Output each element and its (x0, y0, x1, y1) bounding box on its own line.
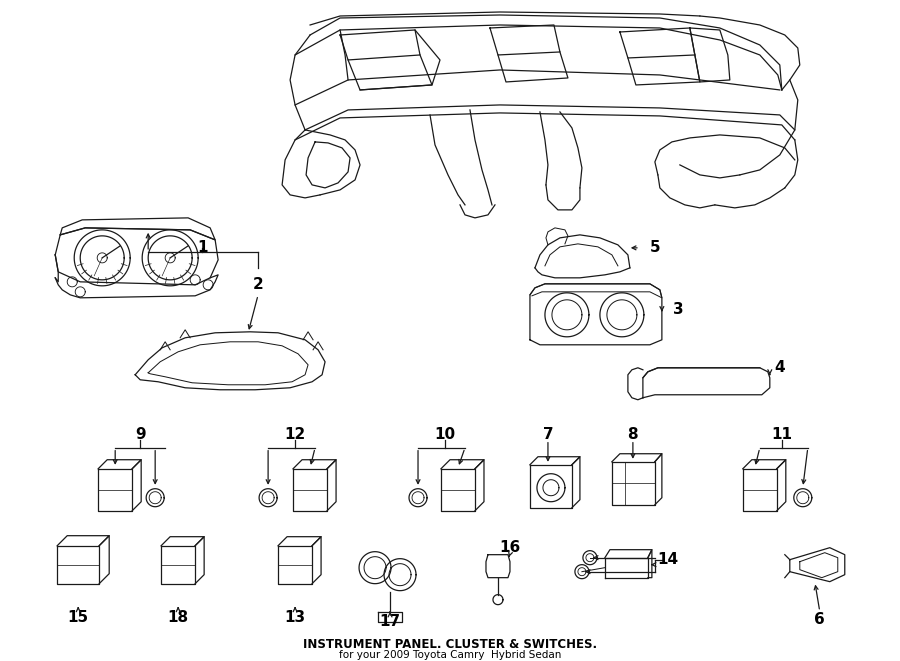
Text: 17: 17 (380, 614, 400, 629)
Text: 1: 1 (197, 241, 207, 255)
Text: 5: 5 (650, 241, 661, 255)
Text: 9: 9 (135, 427, 146, 442)
Text: 10: 10 (435, 427, 455, 442)
Text: 2: 2 (253, 278, 264, 292)
Text: INSTRUMENT PANEL. CLUSTER & SWITCHES.: INSTRUMENT PANEL. CLUSTER & SWITCHES. (303, 638, 597, 651)
Text: 15: 15 (68, 610, 89, 625)
Text: 13: 13 (284, 610, 306, 625)
Text: 18: 18 (167, 610, 189, 625)
Text: for your 2009 Toyota Camry  Hybrid Sedan: for your 2009 Toyota Camry Hybrid Sedan (338, 650, 562, 660)
Text: 4: 4 (775, 360, 785, 375)
Text: 3: 3 (672, 302, 683, 317)
Text: 14: 14 (657, 552, 679, 567)
Text: 16: 16 (500, 540, 520, 555)
Text: 12: 12 (284, 427, 306, 442)
Text: 6: 6 (814, 612, 825, 627)
Text: 11: 11 (771, 427, 792, 442)
Text: 7: 7 (543, 427, 553, 442)
Text: 8: 8 (627, 427, 638, 442)
